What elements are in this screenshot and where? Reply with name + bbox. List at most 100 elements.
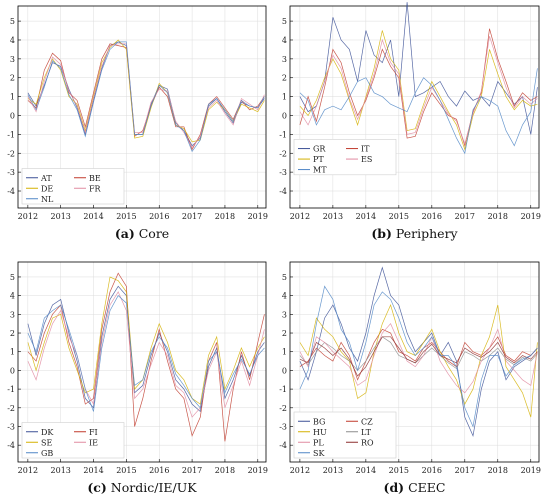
legend-label-de: DE: [41, 184, 53, 193]
legend-label-cz: CZ: [361, 417, 373, 426]
series-line-pl: [299, 323, 538, 394]
legend-label-gb: GB: [41, 449, 53, 458]
legend-label-pt: PT: [313, 155, 324, 164]
y-tick-label: 5: [282, 17, 287, 26]
legend: AT BE DE FR NL: [21, 168, 125, 205]
series-line-se: [27, 276, 265, 405]
panel-caption: (d) CEEC: [384, 480, 446, 495]
y-tick-label: 2: [282, 74, 287, 83]
series-line-de: [27, 39, 265, 143]
y-tick-label: 3: [10, 310, 15, 319]
x-tick-label: 2017: [182, 212, 202, 221]
plot-frame: [289, 5, 540, 209]
series-line-mt: [299, 68, 538, 155]
x-tick-label: 2013: [323, 212, 343, 221]
x-tick-label: 2013: [323, 466, 343, 475]
y-tick-label: 1: [10, 93, 15, 102]
series-line-gb: [27, 295, 265, 412]
series-line-at: [27, 41, 265, 147]
caption-letter: (b): [371, 226, 392, 241]
x-tick-label: 2019: [248, 212, 268, 221]
x-tick-label: 2013: [51, 466, 71, 475]
x-tick-label: 2017: [455, 466, 475, 475]
series-line-fr: [27, 43, 265, 149]
legend-label-at: AT: [40, 174, 52, 183]
plot-frame: [17, 5, 267, 209]
x-tick-label: 2019: [521, 212, 541, 221]
series-line-ro: [299, 336, 538, 377]
panel-caption: (c) Nordic/IE/UK: [87, 480, 197, 495]
x-tick-label: 2014: [83, 212, 103, 221]
y-tick-label: 1: [282, 348, 287, 357]
y-tick-label: -4: [279, 441, 287, 450]
x-tick-label: 2016: [422, 212, 442, 221]
x-tick-label: 2017: [182, 466, 202, 475]
caption-text: Nordic/IE/UK: [107, 480, 197, 495]
legend-label-nl: NL: [41, 195, 54, 204]
x-tick-label: 2014: [356, 466, 376, 475]
x-tick-label: 2015: [389, 466, 409, 475]
legend-label-gr: GR: [313, 145, 326, 154]
panel-ceec: -4 -3 -2 -1 0 1 2 3 4 5 2012 2013 2014 2015 2016 2017 20…: [279, 261, 541, 495]
x-tick-label: 2019: [248, 466, 268, 475]
x-tick-label: 2012: [290, 212, 310, 221]
legend-label-lt: LT: [361, 428, 372, 437]
legend: DK FI SE IE GB: [21, 422, 125, 459]
y-tick-label: -1: [7, 130, 15, 139]
x-tick-label: 2017: [455, 212, 475, 221]
legend-label-ro: RO: [361, 438, 374, 447]
x-tick-label: 2015: [116, 466, 136, 475]
legend-label-be: BE: [89, 174, 101, 183]
y-tick-label: -2: [7, 149, 15, 158]
series-line-cz: [299, 328, 538, 381]
legend: BG CZ HU LT PL RO SK: [293, 411, 397, 459]
x-tick-label: 2018: [488, 212, 508, 221]
y-tick-label: -4: [7, 187, 15, 196]
series-line-gr: [299, 2, 538, 135]
y-tick-label: -4: [279, 187, 287, 196]
legend-label-hu: HU: [313, 428, 327, 437]
caption-letter: (c): [87, 480, 106, 495]
legend-label-dk: DK: [41, 428, 54, 437]
series-line-it: [299, 28, 538, 148]
series-line-bg: [299, 266, 538, 437]
y-tick-label: 3: [282, 55, 287, 64]
x-tick-label: 2016: [149, 212, 169, 221]
x-tick-label: 2014: [356, 212, 376, 221]
x-tick-label: 2018: [215, 466, 235, 475]
series-line-pt: [299, 30, 538, 151]
y-tick-label: 1: [282, 93, 287, 102]
x-tick-label: 2012: [290, 466, 310, 475]
y-tick-label: 3: [282, 310, 287, 319]
series-line-dk: [27, 285, 265, 413]
legend-label-pl: PL: [313, 438, 324, 447]
x-tick-label: 2018: [215, 212, 235, 221]
y-tick-label: 2: [282, 329, 287, 338]
legend-box: [21, 422, 125, 459]
legend-label-bg: BG: [313, 417, 325, 426]
x-tick-label: 2012: [18, 466, 38, 475]
series-line-hu: [299, 303, 538, 418]
y-tick-label: 5: [10, 273, 15, 282]
series-line-fi: [27, 272, 265, 442]
y-tick-label: -1: [279, 385, 287, 394]
panel-caption: (b) Periphery: [371, 226, 458, 241]
legend-box: [293, 139, 397, 176]
y-tick-label: -4: [7, 441, 15, 450]
y-tick-label: 5: [282, 273, 287, 282]
panel-core: -4 -3 -2 -1 0 1 2 3 4 5 2012 2013 2014 2015 2016 2017 20…: [7, 5, 268, 241]
legend-label-fr: FR: [89, 184, 102, 193]
series-line-sk: [299, 285, 538, 428]
y-tick-label: 4: [10, 36, 15, 45]
panel-periphery: -4 -3 -2 -1 0 1 2 3 4 5 2012 2013 2014 2015 2016 2017 20…: [279, 2, 541, 241]
y-tick-label: -1: [279, 130, 287, 139]
y-tick-label: 2: [10, 329, 15, 338]
series-line-es: [299, 36, 538, 145]
y-tick-label: 0: [10, 366, 15, 375]
x-tick-label: 2016: [422, 466, 442, 475]
y-tick-label: -3: [279, 168, 287, 177]
y-tick-label: -1: [7, 385, 15, 394]
y-tick-label: -3: [7, 422, 15, 431]
y-tick-label: -3: [279, 422, 287, 431]
